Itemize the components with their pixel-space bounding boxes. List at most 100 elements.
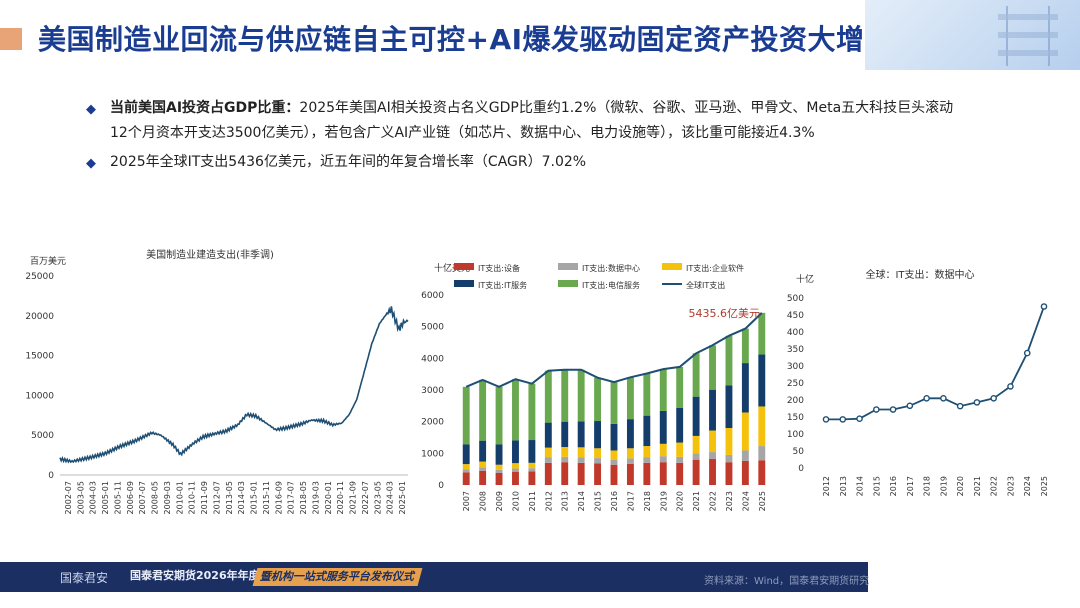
x-tick-label: 2022	[990, 476, 999, 496]
bar-segment	[577, 369, 585, 422]
title-accent-bar	[0, 28, 22, 50]
x-tick-label: 2016-09	[274, 481, 283, 514]
series-line-total-it	[465, 312, 763, 388]
x-tick-label: 2006-09	[126, 481, 135, 514]
data-point	[973, 399, 981, 406]
bar-segment	[561, 462, 569, 485]
y-tick-label: 100	[787, 430, 804, 440]
series-line-datacenter	[826, 306, 1045, 421]
bar-segment	[512, 471, 519, 485]
x-tick-label: 2015	[594, 491, 603, 511]
x-tick-label: 2015-01	[250, 481, 259, 514]
legend-swatch	[558, 263, 578, 270]
x-tick-label: 2011-09	[200, 481, 209, 514]
legend-swatch	[454, 263, 474, 270]
legend-label: IT支出:电信服务	[582, 280, 640, 290]
bar-segment	[643, 457, 651, 463]
x-tick-label: 2009-03	[163, 481, 172, 514]
x-tick-label: 2024	[1023, 476, 1032, 496]
bar-segment	[676, 462, 684, 485]
bar-segment	[725, 335, 733, 386]
data-point	[1023, 349, 1031, 357]
bar-segment	[594, 448, 602, 459]
x-tick-label: 2024	[741, 491, 750, 511]
bar-segment	[462, 464, 470, 470]
y-tick-label: 0	[798, 464, 804, 474]
x-tick-label: 2017	[906, 476, 915, 496]
x-tick-label: 2021-09	[349, 481, 358, 514]
bar-segment	[561, 421, 569, 447]
data-point	[1040, 303, 1048, 310]
bar-segment	[692, 453, 700, 460]
bar-segment	[758, 312, 766, 355]
footer-event: 国泰君安期货2026年年度策略会	[130, 569, 293, 582]
bullet-item: ◆ 当前美国AI投资占GDP比重：2025年美国AI相关投资占名义GDP比重约1…	[86, 96, 966, 146]
data-point	[923, 394, 930, 402]
footer-source: 资料来源：Wind，国泰君安期货研究	[704, 576, 870, 587]
footer: 国泰君安 国泰君安期货2026年年度策略会 暨机构一站式服务平台发布仪式 资料来…	[0, 562, 1080, 608]
x-tick-label: 2003-05	[76, 481, 85, 514]
y-tick-label: 6000	[421, 291, 444, 301]
y-tick-label: 350	[787, 345, 804, 355]
y-tick-label: 0	[48, 471, 54, 481]
series-line-manufacturing	[59, 306, 409, 464]
bar-segment	[528, 471, 536, 485]
bar-segment	[544, 422, 552, 448]
bar-segment	[610, 450, 618, 460]
bar-segment	[659, 410, 667, 444]
bar-segment	[709, 452, 716, 460]
x-tick-label: 2004-03	[89, 481, 98, 514]
bar-segment	[741, 450, 749, 461]
chart-title: 全球：IT支出：数据中心	[865, 268, 974, 281]
bar-segment	[659, 443, 667, 457]
bar-segment	[594, 463, 602, 485]
x-tick-label: 2012	[544, 491, 553, 511]
data-point	[906, 402, 914, 410]
bar-segment	[610, 423, 618, 451]
bar-segment	[512, 440, 519, 464]
bar-segment	[758, 460, 766, 485]
diamond-icon: ◆	[86, 102, 96, 117]
bar-segment	[462, 386, 470, 445]
bar-segment	[495, 386, 503, 445]
x-tick-label: 2005-01	[101, 481, 110, 514]
bar-segment	[495, 472, 503, 485]
page-title: 美国制造业回流与供应链自主可控+AI爆发驱动固定资产投资大增	[38, 23, 865, 56]
bar-segment	[659, 462, 667, 485]
bar-segment	[676, 407, 684, 443]
data-point	[1007, 383, 1014, 390]
bar-segment	[544, 457, 552, 463]
data-point	[990, 394, 997, 402]
legend-swatch	[558, 280, 578, 287]
y-tick-label: 15000	[25, 352, 54, 362]
bar-segment	[643, 446, 651, 458]
bar-segment	[610, 382, 618, 424]
bar-segment	[528, 462, 536, 469]
bar-segment	[479, 470, 487, 485]
y-tick-label: 4000	[421, 354, 444, 364]
bar-segment	[479, 440, 487, 462]
bar-segment	[741, 363, 749, 413]
bar-segment	[643, 373, 651, 416]
legend-label: 全球IT支出	[686, 280, 725, 290]
bar-segment	[709, 345, 716, 390]
bar-segment	[692, 435, 700, 454]
bullet-list: ◆ 当前美国AI投资占GDP比重：2025年美国AI相关投资占名义GDP比重约1…	[86, 96, 966, 179]
legend-label: IT支出:数据中心	[582, 263, 640, 273]
x-tick-label: 2020	[676, 491, 685, 511]
bar-segment	[512, 463, 519, 469]
x-tick-label: 2007	[462, 491, 471, 511]
bar-segment	[676, 442, 684, 457]
y-axis-label: 百万美元	[30, 255, 66, 267]
y-tick-label: 1000	[421, 449, 444, 459]
x-tick-label: 2020	[956, 476, 965, 496]
x-tick-label: 2024-03	[386, 481, 395, 514]
x-tick-label: 2018	[643, 491, 652, 511]
chart-manufacturing-construction: 美国制造业建造支出(非季调) 百万美元 0 5000 10000 15000 20000 25…	[25, 248, 409, 514]
y-tick-label: 25000	[25, 272, 54, 282]
x-tick-label: 2016	[610, 491, 619, 511]
x-tick-label: 2021	[973, 476, 982, 496]
data-point	[856, 415, 863, 422]
diamond-icon: ◆	[86, 156, 96, 171]
x-tick-label: 2019-03	[311, 481, 320, 514]
